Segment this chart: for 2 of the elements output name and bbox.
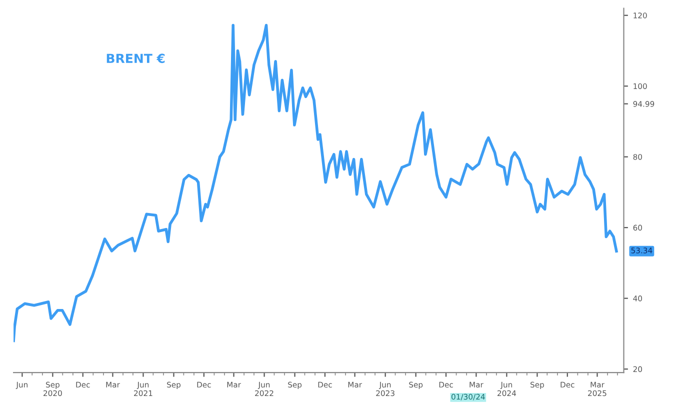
line-series xyxy=(14,24,618,342)
text: BRENT € xyxy=(106,54,165,64)
